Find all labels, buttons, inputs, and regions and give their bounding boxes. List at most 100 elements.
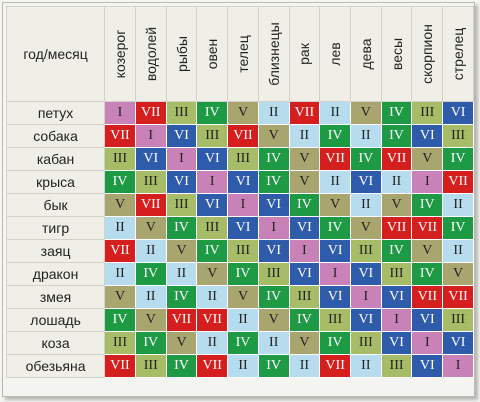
compat-cell: VII (442, 170, 474, 194)
compat-cell: VII (196, 308, 229, 332)
compat-cell: II (134, 285, 167, 309)
compat-cell: III (134, 354, 167, 378)
year-label: собака (5, 124, 106, 148)
compat-cell: VI (165, 124, 198, 148)
compat-cell: II (380, 170, 413, 194)
year-label: лошадь (5, 308, 106, 332)
table-row: заяц VII II V IV III VI I VI III IV V II (5, 239, 474, 263)
compat-cell: II (196, 285, 229, 309)
compat-cell: VI (350, 262, 382, 286)
compat-cell: V (227, 285, 259, 309)
compat-cell: IV (411, 193, 444, 217)
compatibility-table: год/месяц козерог водолей рыбы овен телец бли… (5, 6, 474, 378)
sign-header: весы (380, 6, 413, 102)
compat-cell: IV (257, 285, 290, 309)
compat-cell: V (380, 193, 413, 217)
compat-cell: II (257, 331, 290, 355)
compat-cell: IV (104, 170, 136, 194)
compat-cell: I (350, 285, 382, 309)
compat-cell: III (319, 308, 352, 332)
compat-cell: VII (104, 124, 136, 148)
year-label: крыса (5, 170, 106, 194)
compat-cell: III (134, 170, 167, 194)
compat-cell: VI (227, 216, 259, 240)
compat-cell: I (165, 147, 198, 171)
compat-cell: IV (165, 354, 198, 378)
compat-cell: IV (319, 124, 352, 148)
sign-header-label: телец (235, 35, 251, 73)
compat-cell: I (380, 308, 413, 332)
compat-cell: IV (442, 147, 474, 171)
compat-cell: VII (442, 285, 474, 309)
compat-cell: IV (319, 216, 352, 240)
compat-cell: VI (411, 354, 444, 378)
compat-cell: III (442, 124, 474, 148)
compat-cell: II (257, 101, 290, 125)
compat-cell: V (196, 262, 229, 286)
compat-cell: I (411, 170, 444, 194)
compat-cell: III (104, 331, 136, 355)
sign-header-label: рыбы (173, 36, 190, 72)
compat-cell: V (134, 308, 167, 332)
sign-header-label: овен (204, 38, 221, 70)
sign-header-label: лев (327, 42, 344, 66)
sign-header: стрелец (442, 6, 474, 102)
compat-cell: VI (196, 147, 229, 171)
sign-header: козерог (104, 6, 136, 102)
compat-cell: II (442, 239, 474, 263)
compat-cell: II (134, 239, 167, 263)
compat-cell: VI (411, 124, 444, 148)
table-row: коза III IV V II IV II V IV III VI I VI (5, 331, 474, 355)
table-row: змея V II IV II V IV III VI I VI VII VII (5, 285, 474, 309)
compat-cell: II (104, 216, 136, 240)
compat-cell: V (288, 331, 321, 355)
compat-cell: III (196, 124, 229, 148)
year-label: заяц (5, 239, 106, 263)
table-row: бык V VII III VI I VI IV V II V IV II (5, 193, 474, 217)
compat-cell: VII (319, 354, 352, 378)
compat-cell: I (196, 170, 229, 194)
sign-header-label: водолей (142, 26, 159, 82)
table-row: тигр II V IV III VI I VI IV V VII VII IV (5, 216, 474, 240)
table-row: обезьяна VII III IV VII II IV II VII II III VI I (5, 354, 474, 378)
compat-cell: VII (104, 354, 136, 378)
compat-cell: V (319, 193, 352, 217)
compat-cell: V (165, 239, 198, 263)
compat-cell: IV (319, 331, 352, 355)
compat-cell: V (257, 124, 290, 148)
sign-header: близнецы (257, 6, 290, 102)
compat-cell: VI (411, 308, 444, 332)
compat-cell: IV (380, 239, 413, 263)
compat-cell: III (165, 193, 198, 217)
compat-cell: VI (288, 262, 321, 286)
compat-cell: I (442, 354, 474, 378)
compat-cell: III (442, 308, 474, 332)
compat-cell: IV (165, 285, 198, 309)
compat-cell: III (380, 354, 413, 378)
compat-cell: IV (165, 216, 198, 240)
compat-cell: II (288, 354, 321, 378)
compat-cell: VI (257, 193, 290, 217)
sign-header: дева (350, 6, 382, 102)
year-label: петух (5, 101, 106, 125)
year-label: кабан (5, 147, 106, 171)
compat-cell: IV (380, 101, 413, 125)
compat-cell: VII (104, 239, 136, 263)
compat-cell: IV (227, 262, 259, 286)
table-row: петух I VII III IV V II VII II V IV III VI (5, 101, 474, 125)
compat-cell: II (350, 193, 382, 217)
compat-cell: V (104, 193, 136, 217)
compat-cell: IV (196, 101, 229, 125)
compat-cell: VII (319, 147, 352, 171)
compat-cell: III (227, 147, 259, 171)
compat-cell: IV (257, 354, 290, 378)
compat-cell: I (227, 193, 259, 217)
sign-header: рак (288, 6, 321, 102)
compat-cell: VI (227, 170, 259, 194)
sign-header-label: козерог (112, 29, 128, 79)
compat-cell: III (257, 262, 290, 286)
compat-cell: IV (134, 331, 167, 355)
sign-header: скорпион (411, 6, 444, 102)
compat-cell: IV (257, 147, 290, 171)
compat-cell: VI (350, 170, 382, 194)
